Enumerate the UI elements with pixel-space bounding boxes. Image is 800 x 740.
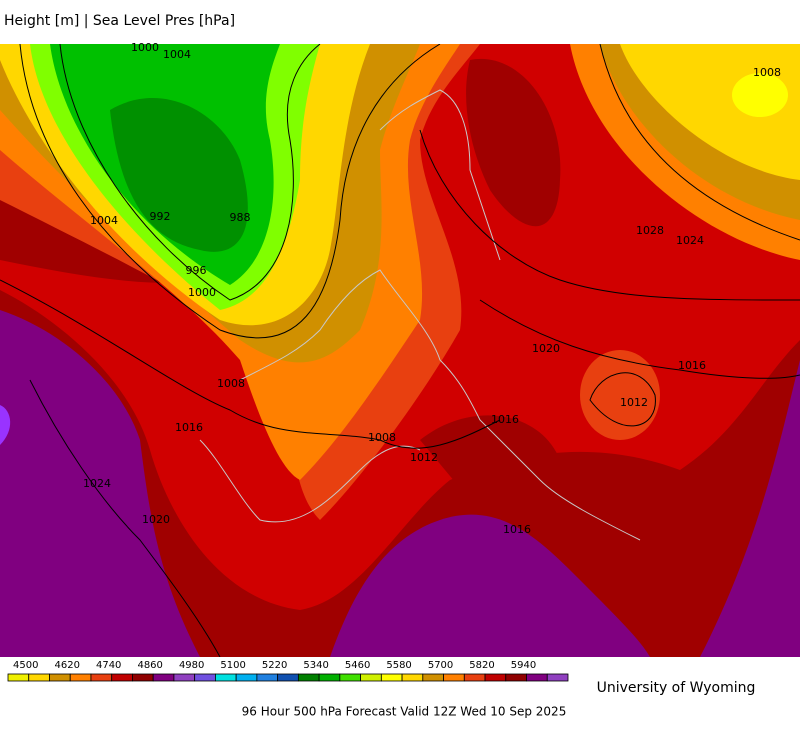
isobar [59,44,321,301]
isobar-label: 1028 [636,224,664,237]
isobar-label: 1008 [217,377,245,390]
isobar-label: 988 [230,211,251,224]
coastline [199,439,421,523]
isobar-label: 1004 [90,214,118,227]
isobar-label: 1016 [175,421,203,434]
map: 1000 1004 1008 1004 992 988 996 1000 1028 1024 102… [0,41,800,657]
colorbar-swatch [28,673,50,682]
field [466,58,561,227]
colorbar-label: 5580 [386,660,411,671]
coastline [239,269,641,541]
colorbar-swatch [90,673,113,682]
colorbar-swatch [484,673,507,682]
isobar-label: 1024 [676,234,704,247]
colorbar-swatch [339,673,361,682]
colorbar-swatch [7,673,30,682]
isobar-label: 1012 [410,451,438,464]
colorbar-label: 4500 [13,660,38,671]
colorbar-swatch [215,673,237,682]
colorbar-label: 5220 [262,660,287,671]
colorbar-swatch [401,673,424,682]
isobar [19,44,441,339]
colorbar-swatch [318,673,341,682]
isobar-label: 1016 [491,413,519,426]
isobar-label: 1016 [678,359,706,372]
field [110,98,248,252]
colorbar-swatch [526,673,548,682]
colorbar-swatch [443,673,465,682]
colorbar-label: 4740 [96,660,121,671]
isobar-label: 1024 [83,477,111,490]
colorbar-label: 5700 [428,660,453,671]
colorbar-swatch [49,673,71,682]
title: Height [m] | Sea Level Pres [hPa] [4,13,235,29]
field [0,405,11,445]
field [700,360,800,657]
isobar-label: 1020 [532,342,560,355]
isobar [29,379,221,657]
isobar-label: 1008 [753,66,781,79]
isobar [599,44,800,241]
colorbar-swatch [380,673,403,682]
field [580,350,660,440]
colorbar-swatch [422,673,444,682]
isobar-label: 1020 [142,513,170,526]
colorbar-swatch [256,673,279,682]
field [420,415,560,504]
colorbar: 4500 4620 4740 4860 4980 5100 5220 5340 5460 5580… [7,660,569,682]
colorbar-swatch [132,673,154,682]
colorbar-label: 5340 [303,660,328,671]
field [330,514,650,657]
colorbar-label: 4980 [179,660,204,671]
colorbar-label: 5100 [220,660,245,671]
caption: 96 Hour 500 hPa Forecast Valid 12Z Wed 1… [242,705,567,719]
isobar-label: 1016 [503,523,531,536]
isobar-label: 1012 [620,396,648,409]
isobar-label: 996 [186,264,207,277]
colorbar-label: 5460 [345,660,370,671]
colorbar-swatch [505,673,527,682]
colorbar-swatch [277,673,299,682]
colorbar-swatch [173,673,196,682]
colorbar-label: 5940 [511,660,536,671]
isobar-label: 1008 [368,431,396,444]
isobar [589,372,656,427]
colorbar-swatch [360,673,382,682]
colorbar-swatch [463,673,486,682]
colorbar-label: 4620 [54,660,79,671]
isobar [0,279,501,449]
colorbar-label: 5820 [469,660,494,671]
isobar-label: 1000 [131,41,159,54]
colorbar-swatch [297,673,320,682]
field [0,310,200,657]
colorbar-swatch [235,673,258,682]
isobar-label: 1000 [188,286,216,299]
colorbar-swatch [69,673,92,682]
isobar-label: 1004 [163,48,191,61]
colorbar-label: 4860 [137,660,162,671]
colorbar-swatch [546,673,569,682]
field [732,73,788,117]
colorbar-swatch [194,673,216,682]
isobar [419,129,800,301]
colorbar-swatch [111,673,133,682]
colorbar-swatch [152,673,175,682]
coastline [379,89,501,261]
isobar [479,299,800,379]
isobar-label: 992 [150,210,171,223]
credit: University of Wyoming [597,680,756,696]
